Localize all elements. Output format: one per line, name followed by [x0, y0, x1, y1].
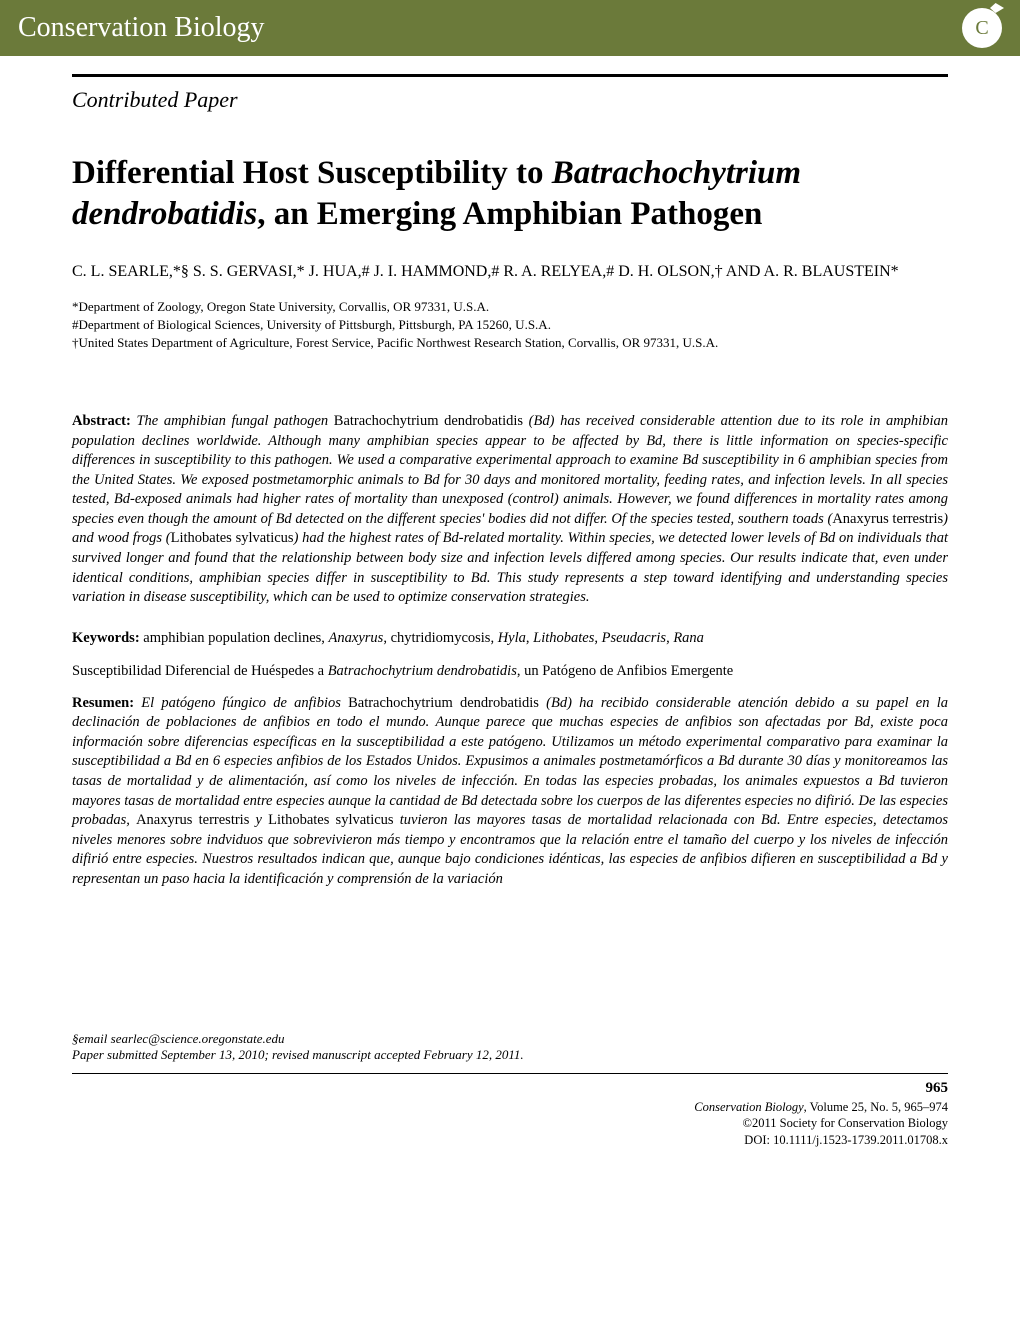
- resumen-text: y: [249, 812, 268, 828]
- resumen-text: (Bd) ha recibido considerable atención d…: [72, 695, 948, 828]
- footer-rule: [72, 1073, 948, 1074]
- abstract-species-1: Batrachochytrium dendrobatidis: [334, 413, 523, 429]
- journal-logo-icon: C: [962, 8, 1002, 48]
- page-number: 965: [72, 1078, 948, 1098]
- resumen-species-3: Lithobates sylvaticus: [268, 812, 393, 828]
- spanish-title: Susceptibilidad Diferencial de Huéspedes…: [72, 663, 948, 680]
- keywords-label: Keywords:: [72, 630, 140, 646]
- journal-name: Conservation Biology: [18, 12, 265, 44]
- affiliation-1: *Department of Zoology, Oregon State Uni…: [72, 298, 948, 316]
- resumen-text: El patógeno fúngico de anfibios: [141, 695, 348, 711]
- resumen-species-1: Batrachochytrium dendrobatidis: [348, 695, 539, 711]
- keywords-text: ,: [594, 630, 601, 646]
- spanish-title-text: , un Patógeno de Anfibios Emergente: [517, 663, 733, 679]
- top-rule: [72, 74, 948, 77]
- resumen: Resumen: El patógeno fúngico de anfibios…: [72, 694, 948, 890]
- keywords-genus: Anaxyrus: [329, 630, 384, 646]
- keywords-genus: Lithobates: [533, 630, 594, 646]
- resumen-species-2: Anaxyrus terrestris: [136, 812, 249, 828]
- footer-doi: DOI: 10.1111/j.1523-1739.2011.01708.x: [72, 1132, 948, 1149]
- logo-letter: C: [975, 17, 988, 40]
- journal-header: Conservation Biology C: [0, 0, 1020, 56]
- keywords-genus: Hyla: [498, 630, 526, 646]
- keywords-text: , chytridiomycosis,: [383, 630, 497, 646]
- spacer: [0, 911, 1020, 1031]
- keywords-text: amphibian population declines,: [143, 630, 328, 646]
- abstract-species-2: Anaxyrus terrestris: [832, 511, 943, 527]
- section-label: Contributed Paper: [72, 87, 948, 113]
- keywords-genus: Rana: [673, 630, 704, 646]
- article-title: Differential Host Susceptibility to Batr…: [72, 153, 948, 236]
- abstract: Abstract: The amphibian fungal pathogen …: [72, 412, 948, 608]
- keywords: Keywords: amphibian population declines,…: [72, 630, 948, 647]
- spanish-title-text: Susceptibilidad Diferencial de Huéspedes…: [72, 663, 328, 679]
- abstract-text: (Bd) has received considerable attention…: [72, 413, 948, 527]
- title-text-1: Differential Host Susceptibility to: [72, 155, 552, 191]
- keywords-genus: Pseudacris: [602, 630, 666, 646]
- footer-email: §email searlec@science.oregonstate.edu: [72, 1031, 948, 1047]
- footer-copyright: ©2011 Society for Conservation Biology: [72, 1115, 948, 1132]
- affiliation-2: #Department of Biological Sciences, Univ…: [72, 316, 948, 334]
- footer-volume: , Volume 25, No. 5, 965–974: [804, 1100, 948, 1114]
- affiliations: *Department of Zoology, Oregon State Uni…: [72, 298, 948, 353]
- footer-journal: Conservation Biology: [694, 1100, 803, 1114]
- title-text-2: , an Emerging Amphibian Pathogen: [257, 196, 762, 232]
- affiliation-3: †United States Department of Agriculture…: [72, 334, 948, 352]
- spanish-title-species: Batrachochytrium dendrobatidis: [328, 663, 517, 679]
- abstract-label: Abstract:: [72, 413, 131, 429]
- abstract-text: The amphibian fungal pathogen: [136, 413, 333, 429]
- abstract-species-3: Lithobates sylvaticus: [171, 530, 294, 546]
- page-content: Contributed Paper Differential Host Susc…: [0, 74, 1020, 889]
- footer-right: 965 Conservation Biology, Volume 25, No.…: [72, 1078, 948, 1149]
- resumen-label: Resumen:: [72, 695, 134, 711]
- footer-submitted: Paper submitted September 13, 2010; revi…: [72, 1047, 948, 1063]
- author-list: C. L. SEARLE,*§ S. S. GERVASI,* J. HUA,#…: [72, 260, 948, 284]
- page-footer: §email searlec@science.oregonstate.edu P…: [0, 1031, 1020, 1169]
